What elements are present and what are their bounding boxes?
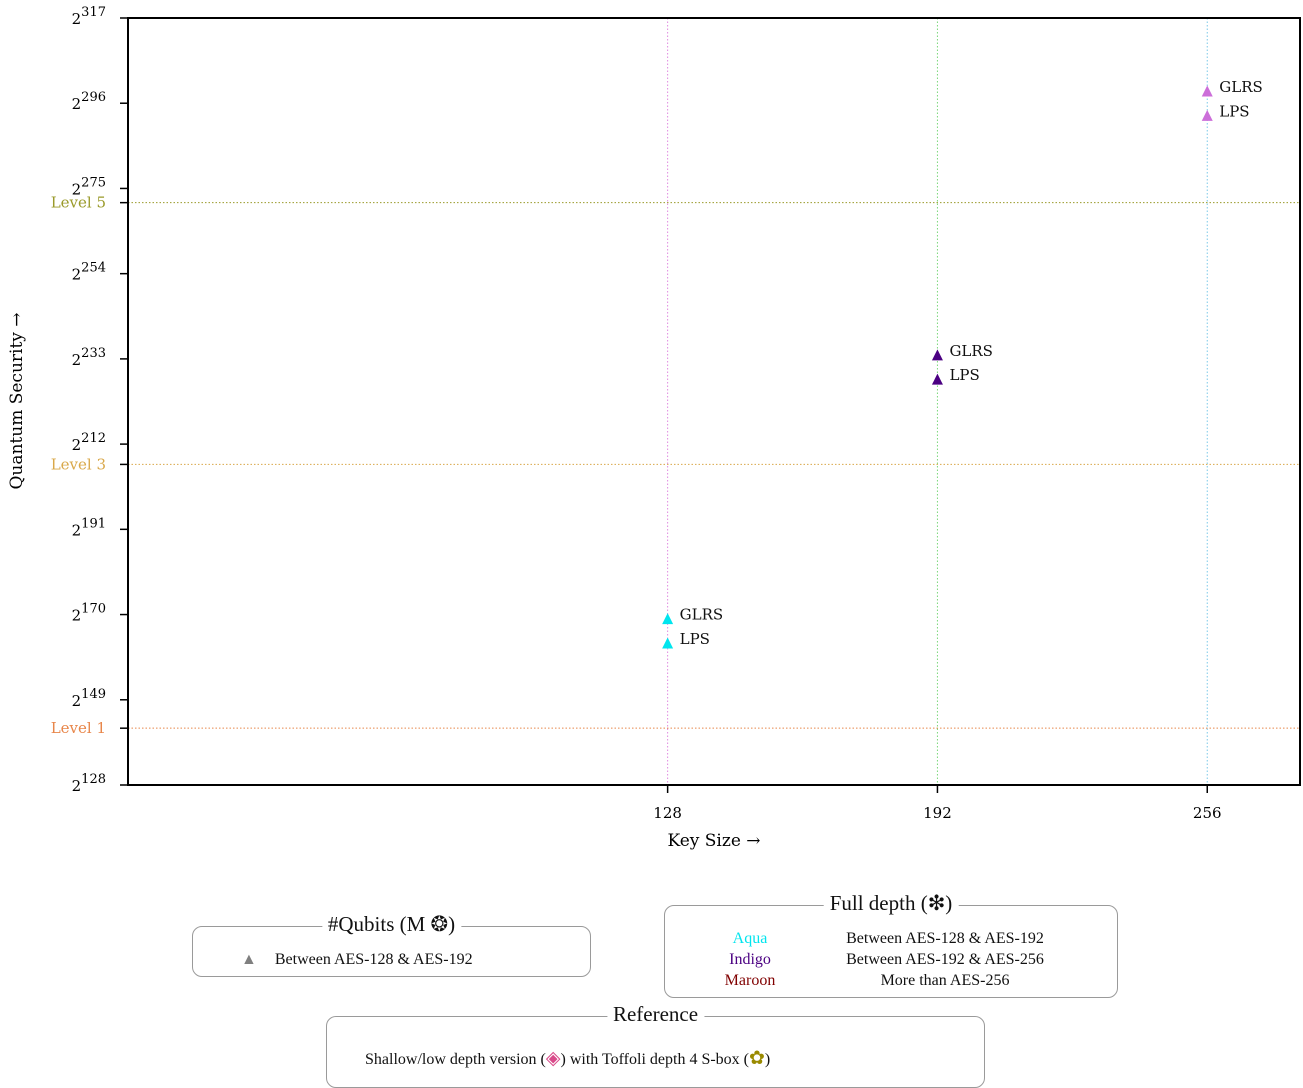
guide-lines <box>128 18 1300 785</box>
x-axis-label: Key Size → <box>667 831 760 851</box>
level-label: Level 5 <box>51 194 106 212</box>
legend-depth-color-name: Aqua <box>732 930 768 947</box>
flower-icon: ✿ <box>749 1048 765 1069</box>
axes-ticks: Level 1 Level 3 Level 5 2128 2149 2170 2191 221… <box>51 5 1222 822</box>
y-tick-label: 2275 <box>72 175 106 198</box>
legend-depth-text: More than AES-256 <box>880 972 1010 989</box>
data-point-label: GLRS <box>1219 78 1263 96</box>
legend-depth-color-name: Maroon <box>724 972 776 989</box>
legend-qubits-title: #Qubits (M ❂) <box>321 912 462 937</box>
data-point-triangle <box>662 637 674 649</box>
y-tick-label: 2170 <box>72 602 106 625</box>
data-point-label: GLRS <box>680 606 724 624</box>
legend-depth-color-name: Indigo <box>729 951 771 968</box>
y-tick-label: 2254 <box>72 261 106 284</box>
plot-frame <box>127 17 1301 786</box>
legend-reference-title: Reference <box>606 1002 705 1027</box>
data-point-label: LPS <box>949 366 979 384</box>
x-tick-label: 192 <box>923 804 952 822</box>
y-tick-label: 2317 <box>72 5 106 28</box>
legend-qubits: #Qubits (M ❂) ▲ Between AES-128 & AES-19… <box>192 912 591 977</box>
y-tick-label: 2128 <box>72 772 106 795</box>
y-tick-label: 2233 <box>72 346 106 369</box>
y-tick-label: 2149 <box>72 687 106 710</box>
legend-full-depth: Full depth (❇) Aqua Between AES-128 & AES… <box>664 891 1118 998</box>
data-point-label: GLRS <box>949 342 993 360</box>
legend-qubits-text: Between AES-128 & AES-192 <box>274 951 473 968</box>
data-point-triangle <box>662 613 674 625</box>
legend-depth-title: Full depth (❇) <box>823 891 959 916</box>
legend-reference: Reference Shallow/low depth version (◈) … <box>326 1002 985 1088</box>
legend-qubits-entry: ▲ Between AES-128 & AES-192 <box>241 951 473 969</box>
legend-depth-text: Between AES-128 & AES-192 <box>846 930 1044 947</box>
data-point-label: LPS <box>680 630 710 648</box>
data-point-triangle <box>931 373 943 385</box>
y-tick-label: 2191 <box>72 516 106 539</box>
data-point-triangle <box>931 349 943 361</box>
data-point-triangle <box>1201 109 1213 121</box>
legend-reference-text: Shallow/low depth version (◈) with Toffo… <box>365 1048 771 1069</box>
y-axis-label: Quantum Security → <box>7 312 27 489</box>
chart: Level 1 Level 3 Level 5 2128 2149 2170 2191 221… <box>7 5 1301 851</box>
level-label: Level 1 <box>51 719 106 737</box>
y-tick-label: 2296 <box>72 90 106 113</box>
x-tick-label: 128 <box>653 804 682 822</box>
x-tick-label: 256 <box>1193 804 1222 822</box>
diamond-icon: ◈ <box>545 1048 561 1069</box>
data-point-triangle <box>1201 85 1213 97</box>
triangle-marker-icon: ▲ <box>241 951 257 968</box>
level-label: Level 3 <box>51 455 106 473</box>
y-tick-label: 2212 <box>72 431 106 454</box>
data-point-label: LPS <box>1219 102 1249 120</box>
legend-depth-text: Between AES-192 & AES-256 <box>846 951 1044 968</box>
data-points: GLRS LPS GLRS LPS GLRS LPS <box>662 78 1263 649</box>
